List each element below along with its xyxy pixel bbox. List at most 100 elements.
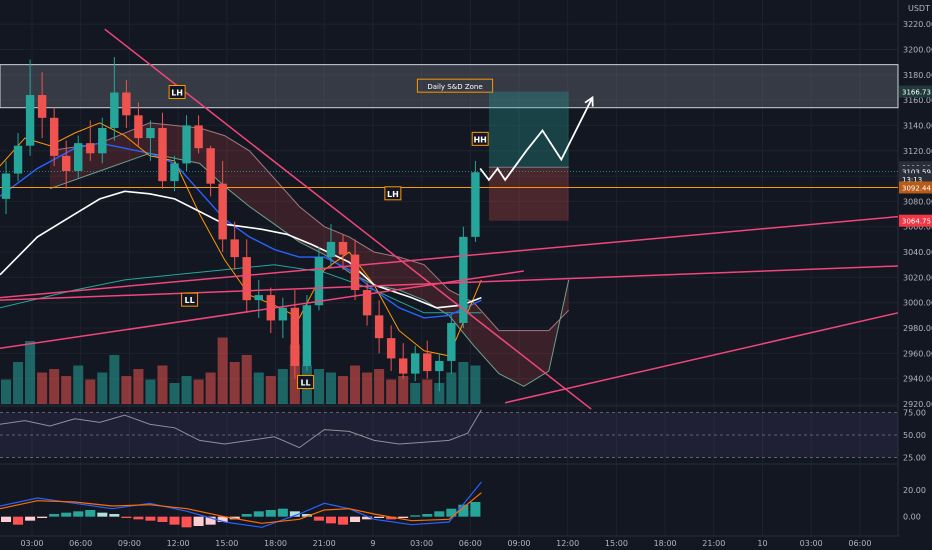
structure-label: LH bbox=[171, 89, 183, 98]
time-tick: 9 bbox=[370, 539, 375, 548]
long-position-tool[interactable] bbox=[488, 91, 569, 221]
trendline[interactable] bbox=[504, 312, 899, 404]
price-tick: 2960.00 bbox=[903, 349, 932, 358]
candle-body bbox=[134, 115, 143, 139]
horizontal-level bbox=[0, 171, 898, 188]
volume-bar bbox=[157, 365, 168, 404]
price-tick: 3000.00 bbox=[903, 299, 932, 308]
rsi-tick: 25.00 bbox=[903, 454, 926, 463]
volume-bar bbox=[410, 383, 421, 404]
time-tick: 15:00 bbox=[605, 539, 628, 548]
volume-bar bbox=[422, 379, 433, 404]
structure-label-box bbox=[181, 292, 199, 307]
volume-bar bbox=[362, 372, 373, 404]
price-tag-text: 13:13 bbox=[902, 176, 922, 184]
candle-body bbox=[350, 254, 360, 291]
time-tick: 09:00 bbox=[118, 539, 141, 548]
candle-body bbox=[86, 143, 95, 154]
ema-white-line bbox=[0, 190, 482, 309]
volume-bar bbox=[193, 379, 204, 404]
volume-bar bbox=[253, 372, 264, 404]
trendline[interactable] bbox=[104, 28, 592, 410]
trendline[interactable] bbox=[0, 265, 899, 301]
macd-histogram-bar bbox=[241, 514, 252, 517]
zone-label-box bbox=[416, 78, 494, 93]
candle-body bbox=[110, 92, 119, 128]
candle-body bbox=[278, 307, 288, 321]
time-axis[interactable]: 03:00 06:00 09:00 12:00 15:00 18:00 21:00 9 03:0… bbox=[20, 539, 871, 548]
macd-histogram-bar bbox=[434, 511, 445, 517]
candle-body bbox=[230, 239, 239, 258]
macd-histogram-bar bbox=[217, 516, 228, 522]
macd-histogram-bar bbox=[301, 514, 312, 517]
rsi-tick: 75.00 bbox=[903, 409, 926, 418]
macd-histogram-bar bbox=[410, 515, 421, 517]
time-tick: 18:00 bbox=[264, 539, 287, 548]
projection-path[interactable] bbox=[479, 97, 594, 182]
macd-histogram-bar bbox=[61, 512, 72, 517]
volume-bar bbox=[25, 341, 36, 404]
candle-body bbox=[411, 353, 420, 374]
price-tick: 3020.00 bbox=[903, 273, 932, 282]
price-tag-target[interactable] bbox=[899, 85, 932, 98]
volume-bar bbox=[265, 376, 276, 404]
macd-histogram-bar bbox=[145, 516, 156, 521]
time-tick: 21:00 bbox=[313, 539, 336, 548]
candle-body bbox=[61, 155, 71, 172]
stop-zone[interactable] bbox=[488, 167, 569, 221]
macd-histogram-bar bbox=[37, 516, 48, 518]
volume-bar bbox=[386, 379, 397, 404]
macd-histogram-bar bbox=[85, 510, 96, 517]
candle-body bbox=[49, 117, 59, 156]
currency-label: USDT bbox=[908, 4, 930, 13]
macd-histogram-bar bbox=[13, 516, 24, 525]
time-tick: 10 bbox=[757, 539, 767, 548]
macd-histogram-bar bbox=[277, 508, 288, 517]
zone-label: Daily S&D Zone bbox=[427, 83, 482, 91]
price-tag-text: 3064.75 bbox=[902, 218, 931, 226]
trendline[interactable] bbox=[0, 215, 899, 299]
price-tick: 3200.00 bbox=[903, 45, 932, 54]
candle-body bbox=[447, 322, 456, 361]
price-tag-text: 3103.59 bbox=[902, 169, 931, 177]
macd-tick: 0.00 bbox=[903, 513, 921, 522]
volume-bar bbox=[325, 372, 336, 404]
volume-bar bbox=[13, 362, 24, 404]
macd-line bbox=[0, 481, 482, 528]
candle-body bbox=[398, 358, 408, 374]
time-tick: 18:00 bbox=[654, 539, 677, 548]
candle-body bbox=[338, 241, 348, 255]
price-axis[interactable]: 3220.00 3200.00 3180.00 3160.00 3140.00 3120.… bbox=[899, 0, 932, 550]
time-tick: 03:00 bbox=[410, 539, 433, 548]
volume-bar bbox=[121, 376, 132, 404]
volume-bar bbox=[73, 365, 84, 404]
projection-arrowhead bbox=[584, 95, 594, 107]
trendlines[interactable] bbox=[0, 28, 899, 410]
volume-bar bbox=[374, 369, 385, 404]
price-tag-stop[interactable] bbox=[899, 214, 932, 227]
candle-body bbox=[362, 290, 372, 316]
target-zone[interactable] bbox=[488, 91, 569, 168]
macd-histogram-bar bbox=[193, 516, 204, 526]
structure-label-box bbox=[471, 131, 489, 146]
supply-demand-zone: Daily S&D Zone bbox=[0, 64, 899, 109]
macd-histogram-bar bbox=[265, 510, 276, 517]
macd-histogram-bar bbox=[470, 502, 481, 517]
price-tick: 3120.00 bbox=[903, 147, 932, 156]
macd-histogram-bar bbox=[157, 516, 168, 522]
volume-bar bbox=[61, 376, 72, 404]
candle-body bbox=[13, 145, 23, 174]
structure-label: HH bbox=[473, 135, 486, 144]
time-tick: 09:00 bbox=[507, 539, 530, 548]
price-tag-level[interactable] bbox=[899, 181, 932, 194]
candle-body bbox=[435, 360, 444, 372]
trendline[interactable] bbox=[0, 270, 524, 350]
volume-bar bbox=[337, 376, 349, 404]
macd-histogram-bar bbox=[1, 516, 12, 522]
macd-histogram-bar bbox=[313, 516, 324, 521]
candle-body bbox=[386, 338, 396, 359]
projection-arrow[interactable] bbox=[479, 95, 594, 182]
candle-body bbox=[423, 353, 432, 372]
time-tick: 06:00 bbox=[69, 539, 92, 548]
